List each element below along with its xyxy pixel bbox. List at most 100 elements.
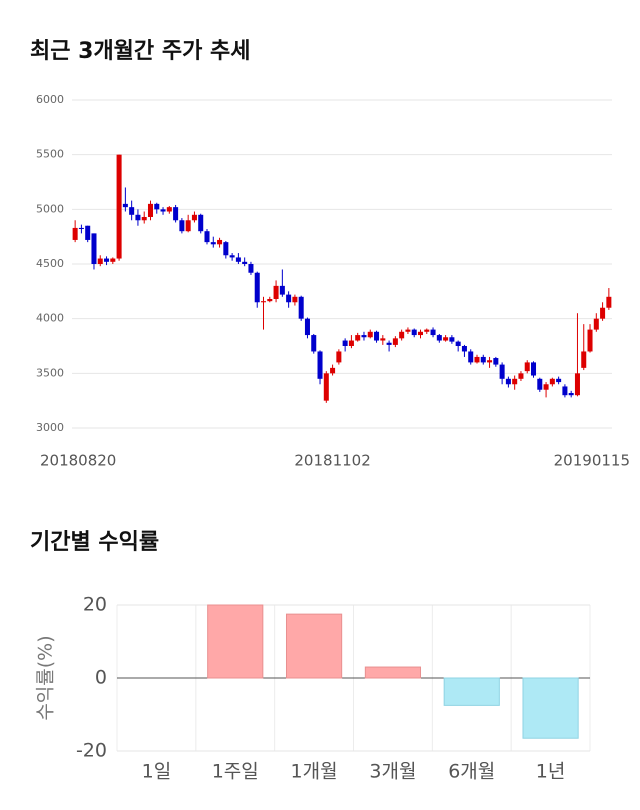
candle-body xyxy=(185,220,191,232)
candle-body xyxy=(581,351,587,368)
x-tick-label: 1년 xyxy=(536,761,566,783)
candle-body xyxy=(248,264,254,273)
candle-body xyxy=(116,154,122,259)
chart-title: 기간별 수익률 xyxy=(30,530,159,555)
candle-body xyxy=(537,378,543,390)
candle-body xyxy=(279,285,285,295)
candle-body xyxy=(122,203,128,208)
candle-body xyxy=(210,242,216,245)
candle-body xyxy=(135,214,141,221)
candle-body xyxy=(386,342,392,345)
candle-body xyxy=(342,340,348,346)
candle-body xyxy=(223,242,229,256)
candle-body xyxy=(147,203,153,217)
candle-body xyxy=(524,362,530,372)
candle-body xyxy=(424,329,430,332)
x-tick-label: 20190115 xyxy=(554,452,630,470)
candle-body xyxy=(392,338,398,345)
candle-body xyxy=(411,329,417,336)
candle-body xyxy=(430,329,436,336)
candle-body xyxy=(104,258,110,262)
bar xyxy=(443,677,500,706)
bar xyxy=(285,613,343,679)
bar xyxy=(207,604,264,679)
candle-body xyxy=(304,318,310,336)
y-tick-label: 6000 xyxy=(36,93,64,106)
candle-body xyxy=(72,227,78,240)
x-tick-label: 20180820 xyxy=(40,452,116,470)
candle-body xyxy=(292,296,298,303)
x-tick-label: 1주일 xyxy=(212,761,259,783)
candle-body xyxy=(593,318,599,330)
candle-body xyxy=(173,207,179,221)
y-axis-label: 수익률(%) xyxy=(35,635,57,720)
candle-body xyxy=(399,331,405,339)
x-tick-label: 1일 xyxy=(142,761,172,783)
candle-body xyxy=(191,214,197,221)
candle-body xyxy=(160,209,166,212)
bar xyxy=(364,666,422,679)
chart-title: 최근 3개월간 주가 추세 xyxy=(30,39,250,64)
candle-body xyxy=(443,337,449,341)
candle-body xyxy=(273,285,279,299)
candle-body xyxy=(317,351,323,379)
candle-body xyxy=(154,203,160,210)
candle-body xyxy=(468,351,474,363)
y-tick-label: 3500 xyxy=(36,366,64,379)
y-tick-label: 0 xyxy=(95,667,107,689)
candle-body xyxy=(487,360,493,363)
candle-body xyxy=(217,239,223,245)
y-tick-label: 5000 xyxy=(36,202,64,215)
candle-body xyxy=(254,272,260,303)
candle-body xyxy=(330,367,336,374)
candle-body xyxy=(556,378,562,383)
candle-body xyxy=(311,335,317,352)
candle-body xyxy=(242,261,248,264)
candle-body xyxy=(499,364,505,379)
candle-body xyxy=(587,329,593,352)
candle-body xyxy=(449,337,455,342)
candle-body xyxy=(374,331,380,341)
candle-body xyxy=(78,227,84,230)
x-tick-label: 3개월 xyxy=(369,761,416,783)
candle-body xyxy=(600,307,606,319)
candle-body xyxy=(204,231,210,243)
candle-body xyxy=(97,258,103,264)
candle-body xyxy=(531,362,537,376)
candle-body xyxy=(493,358,499,365)
candle-body xyxy=(512,378,518,385)
candle-body xyxy=(141,216,147,221)
candle-body xyxy=(405,329,411,332)
candle-body xyxy=(179,220,185,232)
y-tick-label: 20 xyxy=(83,594,107,616)
candle-body xyxy=(323,373,329,401)
candle-body xyxy=(367,331,373,338)
candle-body xyxy=(166,207,172,212)
candle-body xyxy=(336,351,342,363)
x-tick-label: 6개월 xyxy=(448,761,495,783)
candle-body xyxy=(480,356,486,363)
candle-body xyxy=(474,356,480,363)
y-tick-label: -20 xyxy=(76,740,107,762)
candle-body xyxy=(606,296,612,308)
candle-body xyxy=(286,294,292,303)
candle-body xyxy=(267,298,273,302)
x-tick-label: 20181102 xyxy=(294,452,370,470)
y-tick-label: 4500 xyxy=(36,257,64,270)
y-tick-label: 4000 xyxy=(36,312,64,325)
candle-body xyxy=(361,335,367,338)
candle-body xyxy=(85,225,91,240)
candle-body xyxy=(568,393,574,396)
candle-body xyxy=(455,341,461,346)
y-tick-label: 3000 xyxy=(36,421,64,434)
candle-body xyxy=(355,335,361,341)
candle-body xyxy=(235,257,241,262)
candle-body xyxy=(518,373,524,379)
candle-body xyxy=(436,335,442,341)
candle-body xyxy=(562,386,568,396)
candle-body xyxy=(298,296,304,319)
bar xyxy=(522,677,579,739)
candle-body xyxy=(417,331,423,336)
candle-body xyxy=(543,384,549,390)
